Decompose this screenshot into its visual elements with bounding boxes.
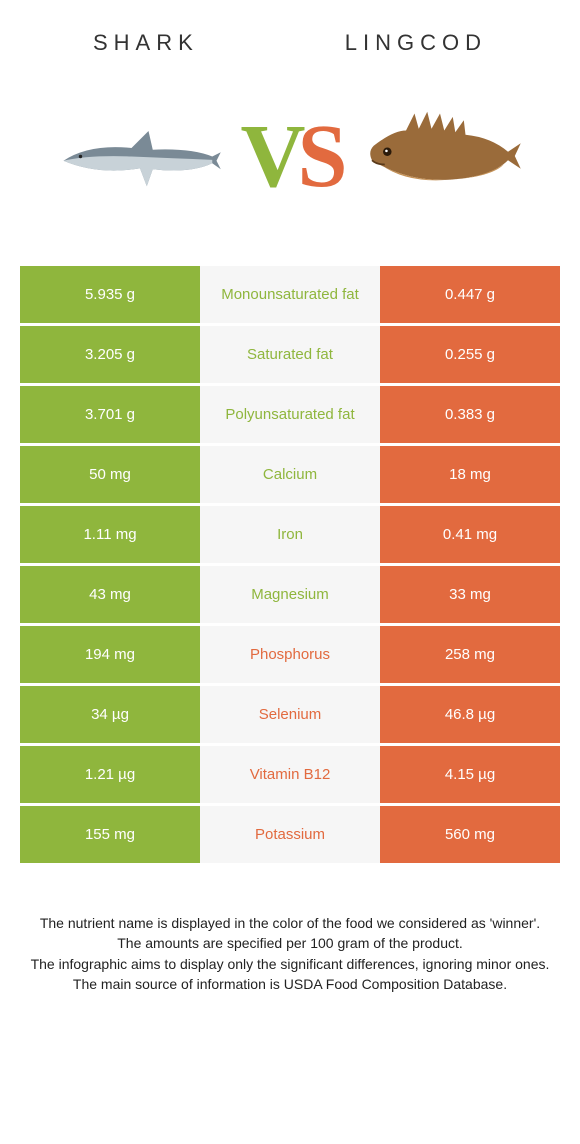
left-value: 43 mg bbox=[20, 566, 200, 623]
left-value: 1.11 mg bbox=[20, 506, 200, 563]
nutrient-label: Polyunsaturated fat bbox=[200, 386, 380, 443]
table-row: 3.701 gPolyunsaturated fat0.383 g bbox=[20, 386, 560, 443]
right-value: 0.255 g bbox=[380, 326, 560, 383]
table-row: 34 µgSelenium46.8 µg bbox=[20, 686, 560, 743]
left-value: 1.21 µg bbox=[20, 746, 200, 803]
nutrient-label: Calcium bbox=[200, 446, 380, 503]
right-value: 560 mg bbox=[380, 806, 560, 863]
nutrient-label: Magnesium bbox=[200, 566, 380, 623]
table-row: 5.935 gMonounsaturated fat0.447 g bbox=[20, 266, 560, 323]
header: Shark Lingcod bbox=[0, 0, 580, 66]
nutrient-label: Selenium bbox=[200, 686, 380, 743]
footnote-line: The nutrient name is displayed in the co… bbox=[30, 913, 550, 933]
vs-v: V bbox=[240, 107, 297, 206]
table-row: 1.11 mgIron0.41 mg bbox=[20, 506, 560, 563]
table-row: 155 mgPotassium560 mg bbox=[20, 806, 560, 863]
table-row: 43 mgMagnesium33 mg bbox=[20, 566, 560, 623]
right-value: 0.383 g bbox=[380, 386, 560, 443]
shark-image bbox=[50, 86, 230, 226]
right-value: 33 mg bbox=[380, 566, 560, 623]
right-value: 0.447 g bbox=[380, 266, 560, 323]
nutrient-label: Potassium bbox=[200, 806, 380, 863]
right-food-title: Lingcod bbox=[345, 30, 487, 56]
shark-icon bbox=[55, 114, 225, 199]
footnote-line: The main source of information is USDA F… bbox=[30, 974, 550, 994]
left-value: 3.701 g bbox=[20, 386, 200, 443]
nutrient-label: Phosphorus bbox=[200, 626, 380, 683]
lingcod-icon bbox=[355, 105, 525, 207]
left-value: 5.935 g bbox=[20, 266, 200, 323]
table-row: 3.205 gSaturated fat0.255 g bbox=[20, 326, 560, 383]
left-value: 155 mg bbox=[20, 806, 200, 863]
right-value: 258 mg bbox=[380, 626, 560, 683]
table-row: 50 mgCalcium18 mg bbox=[20, 446, 560, 503]
lingcod-image bbox=[350, 86, 530, 226]
vs-s: S bbox=[297, 107, 339, 206]
right-value: 46.8 µg bbox=[380, 686, 560, 743]
right-value: 0.41 mg bbox=[380, 506, 560, 563]
nutrient-label: Iron bbox=[200, 506, 380, 563]
vs-label: VS bbox=[240, 105, 339, 208]
nutrient-label: Monounsaturated fat bbox=[200, 266, 380, 323]
footnote-line: The amounts are specified per 100 gram o… bbox=[30, 933, 550, 953]
footnote-line: The infographic aims to display only the… bbox=[30, 954, 550, 974]
table-row: 194 mgPhosphorus258 mg bbox=[20, 626, 560, 683]
left-value: 194 mg bbox=[20, 626, 200, 683]
nutrient-label: Saturated fat bbox=[200, 326, 380, 383]
comparison-table: 5.935 gMonounsaturated fat0.447 g3.205 g… bbox=[20, 266, 560, 863]
left-value: 3.205 g bbox=[20, 326, 200, 383]
table-row: 1.21 µgVitamin B124.15 µg bbox=[20, 746, 560, 803]
left-food-title: Shark bbox=[93, 30, 199, 56]
left-value: 50 mg bbox=[20, 446, 200, 503]
right-value: 18 mg bbox=[380, 446, 560, 503]
nutrient-label: Vitamin B12 bbox=[200, 746, 380, 803]
images-row: VS bbox=[0, 66, 580, 266]
left-value: 34 µg bbox=[20, 686, 200, 743]
footnote: The nutrient name is displayed in the co… bbox=[30, 913, 550, 994]
right-value: 4.15 µg bbox=[380, 746, 560, 803]
